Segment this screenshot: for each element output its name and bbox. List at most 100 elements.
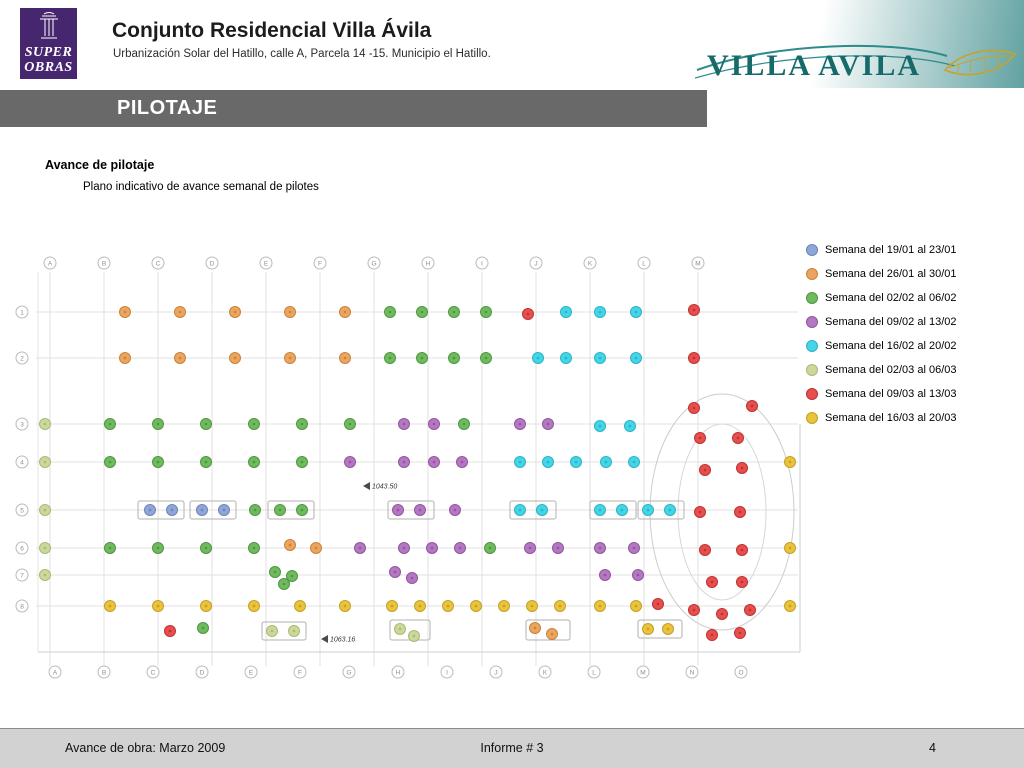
svg-text:E: E [249, 669, 254, 676]
pile-dot [174, 306, 186, 318]
tower-inner-outline [677, 423, 767, 601]
pile-dot [398, 418, 410, 430]
pile-dot [448, 306, 460, 318]
pile-dot [339, 352, 351, 364]
pile-dot [706, 629, 718, 641]
svg-text:L: L [592, 669, 596, 676]
footer: Avance de obra: Marzo 2009 Informe # 3 4 [0, 728, 1024, 768]
legend-label: Semana del 02/03 al 06/03 [825, 364, 957, 376]
pile-dot [734, 627, 746, 639]
svg-text:A: A [48, 260, 53, 267]
building-sketch-icon [39, 12, 58, 39]
svg-text:1063.16: 1063.16 [330, 637, 355, 644]
pile-dot [529, 622, 541, 634]
pile-dot [384, 352, 396, 364]
grid-label: H [391, 665, 405, 679]
svg-text:E: E [264, 260, 269, 267]
pile-dot [200, 542, 212, 554]
grid-label: 3 [15, 417, 29, 431]
grid-label: G [342, 665, 356, 679]
pile-dot [104, 418, 116, 430]
legend-color-swatch [806, 340, 818, 352]
pile-dot [296, 504, 308, 516]
pile-dot [248, 418, 260, 430]
svg-text:C: C [151, 669, 156, 676]
pile-dot [542, 418, 554, 430]
legend-label: Semana del 02/02 al 06/02 [825, 292, 957, 304]
pile-dot [736, 576, 748, 588]
legend-color-swatch [806, 388, 818, 400]
grid-label: L [637, 256, 651, 270]
svg-text:K: K [543, 669, 548, 676]
brand-gradient [694, 0, 1024, 88]
svg-text:1043.50: 1043.50 [372, 484, 397, 491]
pile-dot [688, 402, 700, 414]
grid-label: A [43, 256, 57, 270]
pile-cap [387, 500, 435, 520]
pile-dot [39, 504, 51, 516]
svg-text:L: L [642, 260, 646, 267]
pile-dot [414, 600, 426, 612]
grid-label: E [259, 256, 273, 270]
legend-item: Semana del 16/03 al 20/03 [806, 406, 957, 430]
pile-dot [526, 600, 538, 612]
pile-dot [386, 600, 398, 612]
pile-dot [664, 504, 676, 516]
legend-label: Semana del 26/01 al 30/01 [825, 268, 957, 280]
pile-dot [734, 506, 746, 518]
content-subheading: Plano indicativo de avance semanal de pi… [83, 181, 319, 193]
pile-dot [174, 352, 186, 364]
pile-dot [39, 569, 51, 581]
villa-avila-logo: VILLA AVILA [695, 44, 1017, 82]
pile-dot [200, 418, 212, 430]
pile-dot [248, 542, 260, 554]
pile-dot [736, 544, 748, 556]
pile-dot [428, 456, 440, 468]
logo-word-2: OBRAS [24, 60, 73, 75]
pile-dot [248, 600, 260, 612]
pile-dot [642, 504, 654, 516]
grid-label: 4 [15, 455, 29, 469]
svg-text:3: 3 [20, 421, 24, 428]
pile-cap [589, 500, 637, 520]
svg-text:F: F [318, 260, 322, 267]
pile-dot [594, 420, 606, 432]
grid-label: F [313, 256, 327, 270]
svg-text:I: I [481, 260, 483, 267]
pile-dot [594, 600, 606, 612]
pile-cap [509, 500, 557, 520]
pile-dot [594, 542, 606, 554]
pile-dot [522, 308, 534, 320]
pile-dot [296, 456, 308, 468]
pile-dot [616, 504, 628, 516]
svg-text:D: D [200, 669, 205, 676]
svg-text:G: G [346, 669, 351, 676]
pile-dot [706, 576, 718, 588]
pile-dot [560, 352, 572, 364]
pile-cap [267, 500, 315, 520]
pile-dot [732, 432, 744, 444]
pile-dot [249, 504, 261, 516]
pile-dot [744, 604, 756, 616]
pile-dot [630, 352, 642, 364]
pile-dot [414, 504, 426, 516]
pile-dot [294, 600, 306, 612]
svg-text:A: A [53, 669, 58, 676]
legend-color-swatch [806, 412, 818, 424]
pile-dot [119, 306, 131, 318]
pile-dot [218, 504, 230, 516]
pile-dot [552, 542, 564, 554]
pile-dot [310, 542, 322, 554]
header: SUPER OBRAS Conjunto Residencial Villa Á… [0, 0, 1024, 88]
legend-item: Semana del 19/01 al 23/01 [806, 238, 957, 262]
page-subtitle: Urbanización Solar del Hatillo, calle A,… [113, 48, 491, 60]
svg-text:6: 6 [20, 545, 24, 552]
pile-dot [542, 456, 554, 468]
pile-dot [688, 304, 700, 316]
pile-dot [694, 432, 706, 444]
pile-dot [480, 306, 492, 318]
logo-swoosh-line [696, 44, 948, 71]
superobras-logo: SUPER OBRAS [20, 8, 77, 79]
grid-label: I [440, 665, 454, 679]
